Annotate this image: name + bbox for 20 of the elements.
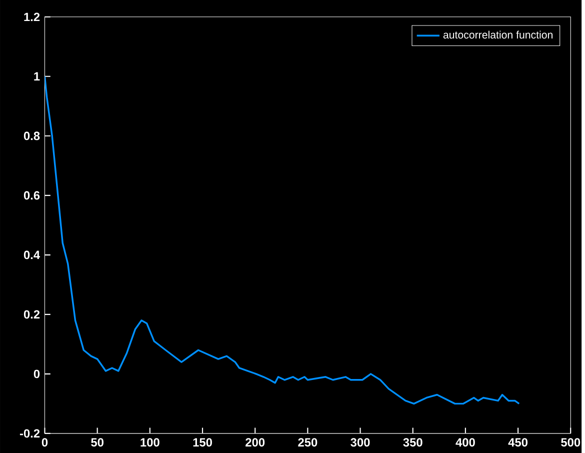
x-tick-label: 500: [561, 438, 580, 446]
x-tick-label: 150: [193, 438, 212, 446]
y-tick-label: 0.2: [24, 310, 40, 318]
y-tick-label: 0.4: [24, 250, 40, 259]
x-tick-label: 200: [246, 438, 265, 446]
x-tick-label: 50: [91, 438, 104, 446]
x-tick-label: 400: [456, 438, 475, 446]
legend-label: autocorrelation function: [443, 30, 553, 38]
y-tick-label: 0.8: [24, 132, 40, 140]
y-tick-label: 0: [34, 370, 40, 378]
y-tick-label: 1.2: [24, 12, 40, 21]
y-tick-label: 1: [34, 72, 40, 80]
x-tick-label: 450: [508, 438, 528, 446]
x-tick-label: 0: [42, 438, 48, 446]
x-tick-label: 100: [140, 438, 160, 446]
x-tick-label: 250: [298, 438, 318, 446]
y-tick-label: 0.6: [24, 191, 40, 200]
y-tick-label: -0.2: [20, 429, 40, 438]
x-tick-label: 300: [350, 438, 370, 446]
x-tick-label: 350: [403, 438, 422, 446]
